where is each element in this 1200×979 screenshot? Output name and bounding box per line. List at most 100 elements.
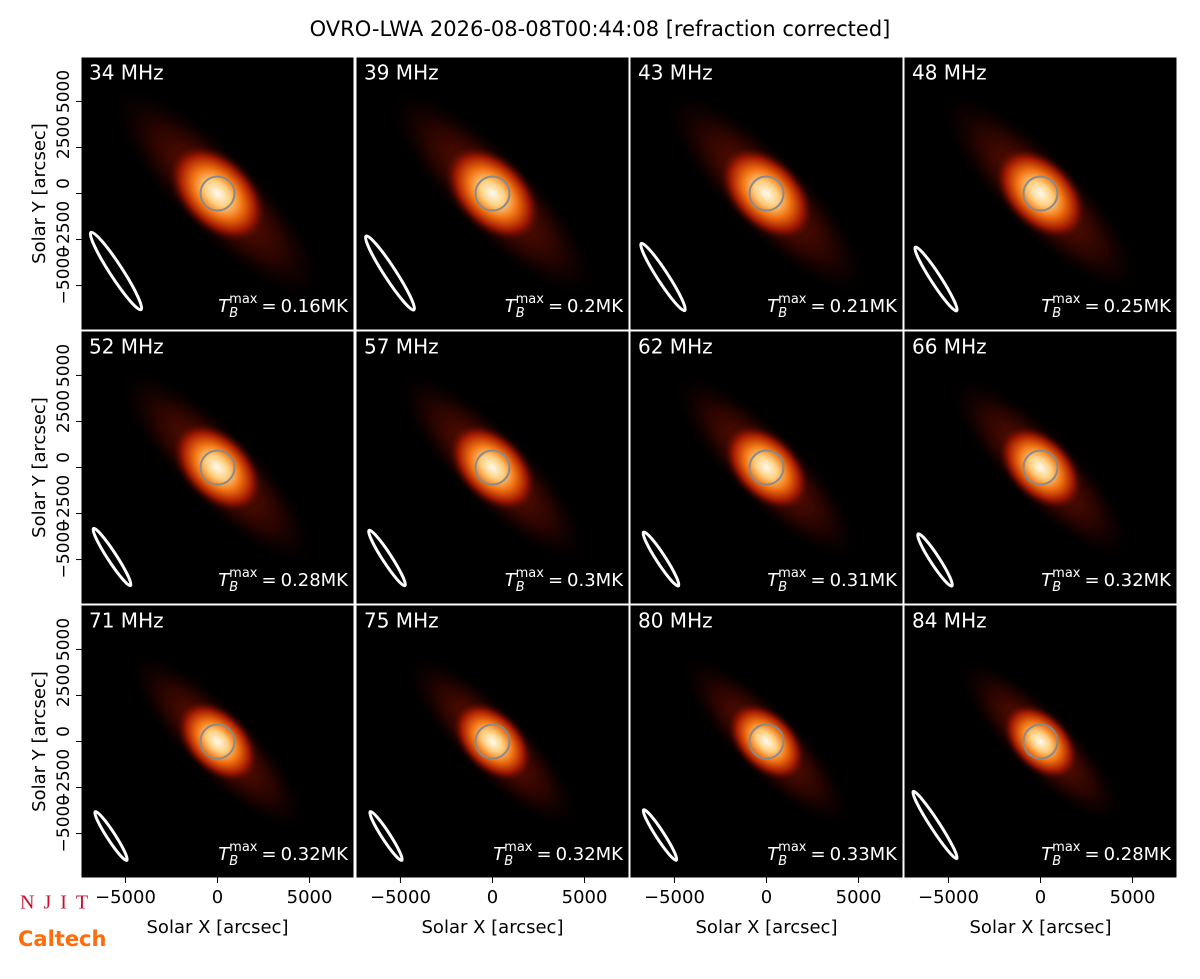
tb-symbol: T bbox=[1041, 844, 1054, 865]
panel-image bbox=[631, 58, 902, 329]
emission-core bbox=[447, 422, 538, 513]
y-tick-label: −5000 bbox=[54, 247, 74, 305]
tb-max-label: TBmax = 0.16MK bbox=[218, 292, 349, 321]
y-tick-label: 2500 bbox=[54, 664, 74, 707]
tb-max-label: TBmax = 0.31MK bbox=[767, 566, 898, 595]
tb-max-label: TBmax = 0.32MK bbox=[1041, 566, 1172, 595]
tb-max-label: TBmax = 0.28MK bbox=[218, 566, 349, 595]
x-axis-label: Solar X [arcsec] bbox=[696, 917, 838, 938]
tb-max-label: TBmax = 0.32MK bbox=[218, 840, 349, 869]
tb-sub: B bbox=[229, 306, 238, 321]
frequency-label: 34 MHz bbox=[89, 61, 164, 85]
tb-symbol: T bbox=[218, 844, 231, 865]
tb-sup: max bbox=[229, 566, 258, 581]
beam bbox=[641, 808, 679, 862]
y-tick-label: −2500 bbox=[54, 475, 74, 533]
frequency-label: 39 MHz bbox=[364, 61, 439, 85]
tb-sub: B bbox=[229, 854, 238, 869]
tb-sup: max bbox=[229, 840, 258, 855]
tb-eq: = bbox=[261, 296, 276, 317]
solar-disk bbox=[748, 723, 785, 760]
tb-eq: = bbox=[1084, 296, 1099, 317]
tb-value: 0.25MK bbox=[1104, 296, 1173, 317]
y-axis-label: Solar Y [arcsec] bbox=[29, 671, 50, 812]
tb-eq: = bbox=[261, 844, 276, 865]
solar-disk bbox=[1022, 175, 1059, 212]
beam bbox=[367, 528, 407, 588]
frequency-label: 57 MHz bbox=[364, 335, 439, 359]
panel: 84 MHz TBmax = 0.28MK −5000 0 5000 Solar X [arc… bbox=[904, 605, 1177, 938]
panel: 75 MHz TBmax = 0.32MK −5000 0 5000 Solar X [arc… bbox=[356, 605, 629, 938]
panel: 52 MHz TBmax = 0.28MK −5000−2500 0 2500 5000Sol… bbox=[29, 331, 354, 604]
solar-disk bbox=[748, 175, 785, 212]
panel-image bbox=[82, 58, 353, 329]
x-tick-label: −5000 bbox=[918, 887, 979, 908]
tb-eq: = bbox=[810, 296, 825, 317]
panel-image bbox=[631, 332, 902, 603]
tb-max-label: TBmax = 0.25MK bbox=[1041, 292, 1172, 321]
tb-value: 0.21MK bbox=[830, 296, 899, 317]
frequency-label: 52 MHz bbox=[89, 335, 164, 359]
tb-sup: max bbox=[504, 840, 533, 855]
beam bbox=[368, 810, 404, 862]
panel-frame bbox=[904, 57, 1177, 330]
x-tick-label: 5000 bbox=[287, 887, 333, 908]
solar-disk bbox=[1022, 723, 1059, 760]
x-axis-label: Solar X [arcsec] bbox=[970, 917, 1112, 938]
x-tick-label: 0 bbox=[1035, 887, 1046, 908]
tb-eq: = bbox=[1084, 570, 1099, 591]
beam bbox=[364, 234, 416, 312]
tb-eq: = bbox=[548, 296, 563, 317]
panel-image bbox=[82, 606, 353, 877]
tb-value: 0.28MK bbox=[281, 570, 350, 591]
emission-core bbox=[443, 144, 542, 243]
figure-title: OVRO-LWA 2026-08-08T00:44:08 [refraction… bbox=[310, 17, 891, 41]
tb-eq: = bbox=[810, 570, 825, 591]
tb-max-label: TBmax = 0.28MK bbox=[1041, 840, 1172, 869]
panel-frame bbox=[904, 331, 1177, 604]
y-tick-label: −2500 bbox=[54, 749, 74, 807]
tb-max-label: TBmax = 0.33MK bbox=[767, 840, 898, 869]
frequency-label: 71 MHz bbox=[89, 609, 164, 633]
tb-sup: max bbox=[778, 566, 807, 581]
tb-max-label: TBmax = 0.2MK bbox=[505, 292, 625, 321]
tb-max-label: TBmax = 0.21MK bbox=[767, 292, 898, 321]
tb-eq: = bbox=[261, 570, 276, 591]
x-tick-label: 5000 bbox=[562, 887, 608, 908]
panel-image bbox=[905, 332, 1176, 603]
tb-value: 0.32MK bbox=[1104, 570, 1173, 591]
solar-disk bbox=[474, 723, 511, 760]
tb-sup: max bbox=[778, 292, 807, 307]
tb-sub: B bbox=[504, 854, 513, 869]
tb-sub: B bbox=[1052, 854, 1061, 869]
frequency-label: 43 MHz bbox=[638, 61, 713, 85]
tb-symbol: T bbox=[767, 570, 780, 591]
y-tick-label: −5000 bbox=[54, 521, 74, 579]
tb-sub: B bbox=[778, 854, 787, 869]
y-tick-label: −2500 bbox=[54, 201, 74, 259]
beam bbox=[639, 241, 687, 313]
emission-core bbox=[167, 143, 268, 244]
tb-value: 0.33MK bbox=[830, 844, 899, 865]
tb-sup: max bbox=[229, 292, 258, 307]
solar-disk bbox=[748, 449, 785, 486]
y-axis-label: Solar Y [arcsec] bbox=[29, 397, 50, 538]
solar-disk bbox=[199, 723, 236, 760]
solar-disk bbox=[199, 449, 236, 486]
x-tick-label: −5000 bbox=[644, 887, 705, 908]
tb-sub: B bbox=[778, 580, 787, 595]
tb-symbol: T bbox=[767, 296, 780, 317]
frequency-label: 62 MHz bbox=[638, 335, 713, 359]
panel-image bbox=[905, 58, 1176, 329]
tb-sub: B bbox=[516, 306, 525, 321]
panel-image bbox=[631, 606, 902, 877]
tb-sub: B bbox=[1052, 306, 1061, 321]
logo-caltech: Caltech bbox=[18, 927, 106, 951]
frequency-label: 84 MHz bbox=[912, 609, 987, 633]
beam bbox=[91, 526, 133, 588]
tb-eq: = bbox=[548, 570, 563, 591]
panel-image bbox=[357, 58, 628, 329]
tb-eq: = bbox=[536, 844, 551, 865]
emission-core bbox=[726, 701, 807, 782]
panel: 48 MHz TBmax = 0.25MK bbox=[904, 57, 1177, 330]
